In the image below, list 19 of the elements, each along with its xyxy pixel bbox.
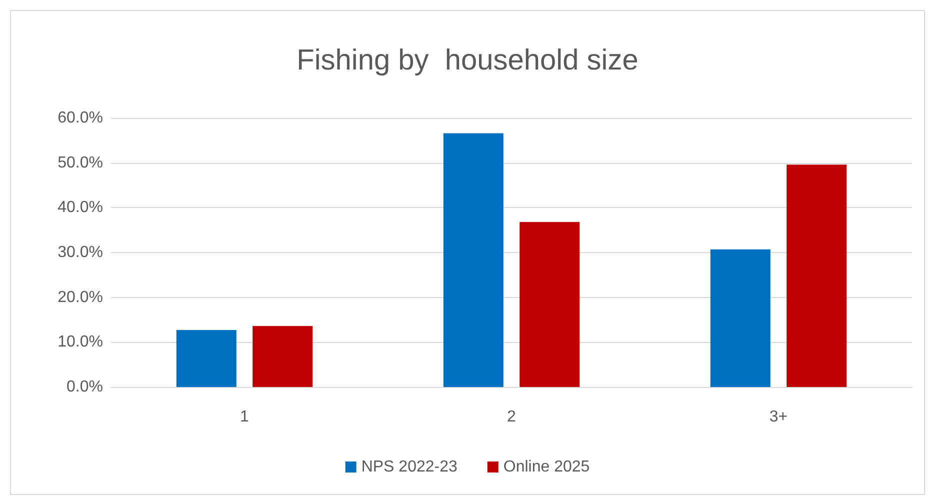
y-tick-label: 40.0% xyxy=(58,199,103,216)
legend-label: NPS 2022-23 xyxy=(361,458,458,476)
y-tick-label: 50.0% xyxy=(58,154,103,172)
bar xyxy=(786,164,847,387)
chart-title: Fishing by household size xyxy=(296,44,638,76)
bar xyxy=(520,222,580,387)
x-tick-label: 1 xyxy=(240,408,250,426)
y-tick-label: 60.0% xyxy=(58,110,103,126)
bar xyxy=(252,326,313,387)
y-tick-label: 20.0% xyxy=(58,288,103,306)
y-tick-label: 0.0% xyxy=(66,378,103,396)
bar xyxy=(176,330,236,387)
x-tick-label: 3+ xyxy=(769,408,788,426)
legend-label: Online 2025 xyxy=(503,458,590,476)
y-tick-label: 10.0% xyxy=(58,334,103,351)
y-tick-label: 30.0% xyxy=(58,244,103,261)
bar xyxy=(710,249,770,387)
bar xyxy=(443,133,504,387)
x-tick-label: 2 xyxy=(507,408,516,426)
